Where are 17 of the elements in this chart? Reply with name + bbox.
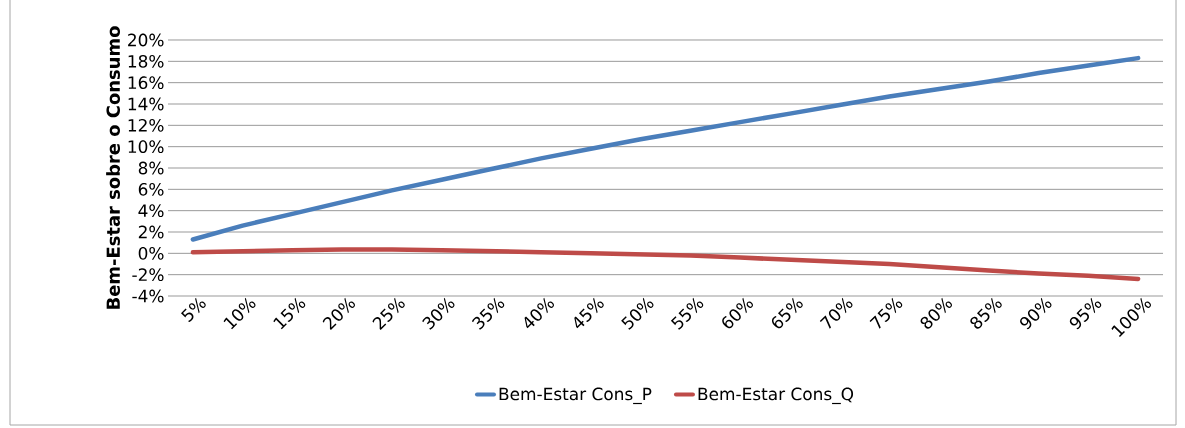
y-tick-label: 20% (128, 33, 164, 47)
y-tick-label: 12% (128, 118, 164, 132)
y-tick-label: 18% (128, 54, 164, 68)
y-tick-label: -2% (132, 268, 164, 282)
y-tick-label: 0% (138, 246, 164, 260)
x-tick-label: 5% (180, 297, 206, 323)
y-tick-label: 10% (128, 140, 164, 154)
legend-label: Bem-Estar Cons_P (499, 387, 652, 405)
y-tick-label: 2% (138, 225, 164, 239)
y-tick-label: 14% (128, 97, 164, 111)
y-tick-label: -4% (132, 289, 164, 303)
legend-label: Bem-Estar Cons_Q (698, 387, 854, 405)
y-tick-label: 6% (138, 182, 164, 196)
y-tick-label: 8% (138, 161, 164, 175)
y-tick-label: 16% (128, 76, 164, 90)
y-tick-label: 4% (138, 204, 164, 218)
y-axis-title: Bem-Estar sobre o Consumo (106, 26, 120, 309)
